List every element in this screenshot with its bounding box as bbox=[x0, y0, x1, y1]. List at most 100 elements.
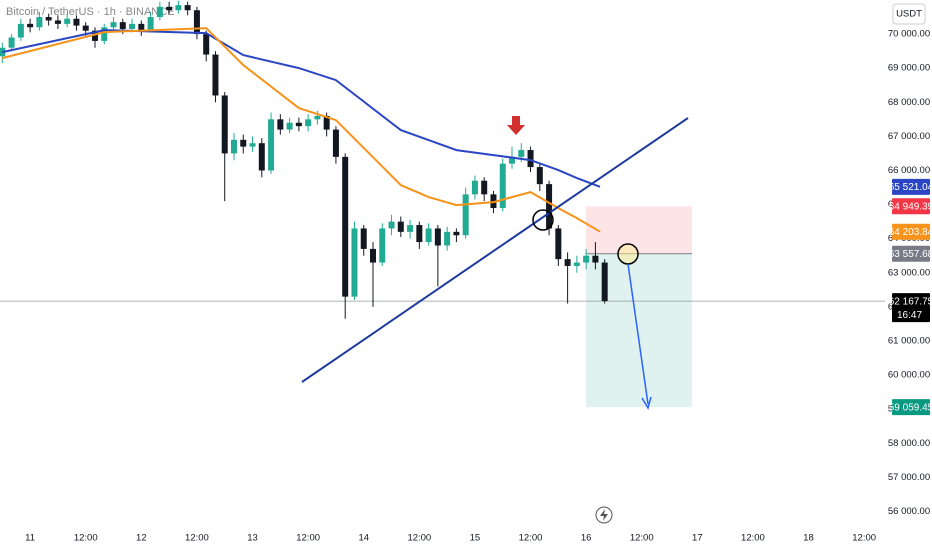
candle-body bbox=[462, 194, 469, 236]
candle-body bbox=[73, 18, 80, 26]
candle-body bbox=[323, 115, 330, 130]
candle-body bbox=[305, 119, 312, 127]
stop-zone bbox=[586, 206, 692, 254]
candle-body bbox=[453, 231, 460, 236]
marker-circle bbox=[532, 209, 554, 231]
candle-body bbox=[193, 10, 200, 35]
candle-body bbox=[184, 5, 191, 11]
x-tick-label: 12:00 bbox=[630, 533, 654, 544]
candle-body bbox=[295, 122, 302, 127]
candle-body bbox=[546, 184, 553, 229]
candle-body bbox=[425, 228, 432, 243]
candle-body bbox=[509, 156, 516, 164]
y-tick-label: 60 000.00 bbox=[888, 370, 930, 381]
x-tick-label: 16 bbox=[581, 533, 592, 544]
candle-body bbox=[351, 228, 358, 297]
candles bbox=[0, 0, 608, 319]
candle-body bbox=[416, 225, 423, 243]
candle-body bbox=[27, 23, 34, 28]
countdown: 16:47 bbox=[897, 310, 922, 321]
candle-body bbox=[444, 231, 451, 246]
candle-body bbox=[166, 6, 173, 11]
icon-bolt[interactable] bbox=[600, 509, 608, 521]
y-tick-label: 58 000.00 bbox=[888, 438, 930, 449]
target-price-label: 59 059.45 bbox=[889, 402, 932, 413]
x-tick-label: 12:00 bbox=[741, 533, 765, 544]
candle-body bbox=[471, 180, 478, 195]
candle-body bbox=[36, 17, 43, 28]
entry-price-label: 63 557.68 bbox=[889, 249, 932, 260]
x-tick-label: 14 bbox=[358, 533, 369, 544]
candle-body bbox=[369, 248, 376, 263]
candle-body bbox=[64, 18, 71, 24]
x-tick-label: 12:00 bbox=[519, 533, 543, 544]
candle-body bbox=[258, 143, 265, 171]
icon-circle[interactable] bbox=[595, 506, 613, 524]
candle-body bbox=[583, 255, 590, 263]
candle-body bbox=[564, 259, 571, 266]
x-tick-label: 12:00 bbox=[185, 533, 209, 544]
replay-icon[interactable] bbox=[595, 506, 613, 524]
candle-body bbox=[277, 119, 284, 130]
candle-body bbox=[8, 37, 15, 48]
stop-price-label-bg bbox=[892, 198, 930, 215]
candle-body bbox=[342, 156, 349, 297]
candle-body bbox=[268, 119, 275, 171]
last-price-label: 62 167.75 bbox=[889, 296, 932, 307]
candle-body bbox=[129, 23, 136, 29]
moving-average bbox=[2, 27, 601, 233]
y-tick-label: 66 000.00 bbox=[888, 165, 930, 176]
candle-body bbox=[249, 143, 256, 147]
candle-body bbox=[379, 228, 386, 263]
candle-body bbox=[314, 115, 321, 120]
candle-body bbox=[110, 22, 117, 28]
candle-body bbox=[388, 221, 395, 229]
candle-body bbox=[230, 139, 237, 154]
x-tick-label: 12 bbox=[136, 533, 147, 544]
candle-body bbox=[45, 17, 52, 21]
candle-body bbox=[119, 22, 126, 29]
x-tick-label: 12:00 bbox=[296, 533, 320, 544]
candle-body bbox=[147, 17, 154, 31]
currency-box[interactable] bbox=[892, 3, 926, 25]
candle-body bbox=[499, 163, 506, 208]
y-tick-label: 68 000.00 bbox=[888, 97, 930, 108]
candle-body bbox=[175, 5, 182, 11]
chart-title: Bitcoin / TetherUS · 1h · BINANCE bbox=[6, 6, 175, 18]
candle-body bbox=[481, 180, 488, 195]
candle-body bbox=[397, 221, 404, 232]
axes: USDT 70 000.00 69 000.00 68 000.00 67 000.0… bbox=[25, 3, 932, 544]
candle-body bbox=[156, 6, 163, 18]
moving-averages bbox=[2, 27, 601, 233]
candle-body bbox=[407, 225, 414, 232]
candle-body bbox=[434, 228, 441, 246]
candle-body bbox=[240, 139, 247, 147]
candle-body bbox=[17, 23, 24, 38]
candle-body bbox=[592, 255, 599, 263]
x-tick-label: 12:00 bbox=[407, 533, 431, 544]
candle-body bbox=[101, 27, 108, 41]
y-tick-label: 56 000.00 bbox=[888, 506, 930, 517]
x-tick-label: 12:00 bbox=[852, 533, 876, 544]
candle-body bbox=[203, 34, 210, 55]
x-tick-label: 12:00 bbox=[74, 533, 98, 544]
candle-body bbox=[212, 54, 219, 96]
y-tick-label: 70 000.00 bbox=[888, 29, 930, 40]
projection-arrow bbox=[627, 263, 649, 405]
y-tick-label: 61 000.00 bbox=[888, 335, 930, 346]
ma-price-label-bg bbox=[892, 178, 930, 195]
candle-body bbox=[555, 228, 562, 260]
candle-body bbox=[54, 20, 61, 24]
candle-body bbox=[527, 150, 534, 168]
y-tick-label: 69 000.00 bbox=[888, 63, 930, 74]
x-tick-label: 15 bbox=[470, 533, 481, 544]
candle-body bbox=[82, 25, 89, 31]
candle-body bbox=[601, 262, 608, 302]
red-arrow bbox=[507, 116, 525, 135]
candle-body bbox=[91, 30, 98, 41]
y-tick-label: 63 000.00 bbox=[888, 267, 930, 278]
ma-price-label: 65 521.04 bbox=[889, 182, 932, 193]
moving-average bbox=[2, 29, 601, 188]
